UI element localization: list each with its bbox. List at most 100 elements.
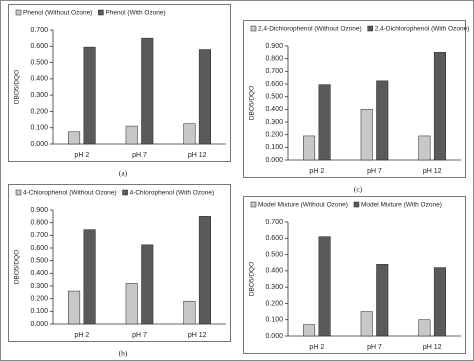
bar (376, 264, 389, 337)
legend-label: Phenol (With Ozone) (105, 10, 165, 17)
x-tick-label: pH 12 (423, 344, 442, 351)
bar (303, 135, 316, 161)
legend-swatch (250, 25, 257, 32)
bar (183, 300, 196, 325)
y-tick-label: 0.300 (265, 119, 283, 126)
x-tick-label: pH 12 (188, 332, 207, 339)
y-tick-label: 0.300 (265, 284, 283, 291)
y-tick-label: 0.500 (265, 251, 283, 258)
bar (125, 283, 138, 325)
panel-caption: (c) (354, 185, 363, 194)
y-tick-label: 0.500 (265, 94, 283, 101)
x-tick-label: pH 12 (188, 152, 207, 159)
bar (141, 37, 154, 145)
y-tick-label: 0.000 (265, 333, 283, 340)
y-tick-label: 0.900 (265, 43, 283, 50)
y-tick-label: 0.100 (265, 317, 283, 324)
y-tick-label: 0.000 (265, 157, 283, 164)
bar (318, 236, 331, 337)
y-tick-label: 0.300 (30, 92, 48, 99)
bar (418, 319, 431, 337)
legend-label: 4-Chlorophenol (Without Ozone) (23, 190, 117, 197)
y-tick-label: 0.100 (265, 144, 283, 151)
x-tick-label: pH 12 (423, 168, 442, 175)
y-tick-label: 0.600 (265, 81, 283, 88)
legend-swatch (122, 189, 128, 196)
bar (83, 46, 96, 145)
x-tick-label: pH 7 (132, 332, 147, 339)
y-tick-label: 0.400 (265, 268, 283, 275)
legend-swatch (15, 189, 22, 196)
y-tick-label: 0.700 (30, 232, 48, 239)
y-tick-label: 0.400 (265, 106, 283, 113)
bar (183, 123, 196, 145)
legend-swatch (98, 9, 104, 16)
y-tick-label: 0.600 (30, 245, 48, 252)
y-tick-label: 0.000 (30, 321, 48, 328)
legend-label: 4-Chlorophenol (With Ozone) (130, 190, 215, 197)
y-axis-label: DBO5/DQO (249, 86, 256, 120)
bar (360, 311, 373, 337)
chart-panel: Phenol (Without Ozone) Phenol (With Ozone… (8, 4, 231, 178)
bar (303, 324, 316, 337)
y-axis-label: DBO5/DQO (14, 250, 21, 284)
bar (376, 80, 389, 161)
panel-caption: (b) (119, 349, 128, 358)
y-axis-label: DBO5/DQO (249, 262, 256, 296)
y-tick-label: 0.200 (265, 132, 283, 139)
y-tick-label: 0.800 (265, 56, 283, 63)
y-tick-label: 0.700 (265, 219, 283, 226)
x-tick-label: pH 7 (367, 168, 382, 175)
bar (83, 229, 96, 325)
bar (433, 267, 446, 337)
legend-swatch (250, 201, 257, 208)
x-tick-label: pH 7 (132, 152, 147, 159)
chart-panel: 4-Chlorophenol (Without Ozone) 4-Chloroph… (8, 184, 231, 358)
y-tick-label: 0.000 (30, 141, 48, 148)
bar (68, 290, 81, 325)
y-tick-label: 0.700 (265, 68, 283, 75)
legend-label: Model Mixture (With Ozone) (361, 202, 442, 209)
bar (68, 131, 81, 145)
legend-swatch (353, 201, 360, 208)
x-tick-label: pH 7 (367, 344, 382, 351)
y-tick-label: 0.400 (30, 76, 48, 83)
bar (418, 135, 431, 161)
legend-label: 2,4-Dichlorophenol (Without Ozone) (258, 26, 362, 33)
x-tick-label: pH 2 (74, 332, 89, 339)
y-tick-label: 0.600 (30, 43, 48, 50)
legend-swatch (367, 25, 373, 32)
y-tick-label: 0.200 (30, 296, 48, 303)
x-tick-label: pH 2 (74, 152, 89, 159)
chart-panel: 2,4-Dichlorophenol (Without Ozone) 2,4-Di… (243, 20, 470, 194)
legend-label: Model Mixture (Without Ozone) (258, 202, 348, 209)
bar (198, 216, 211, 325)
y-tick-label: 0.700 (30, 27, 48, 34)
y-tick-label: 0.400 (30, 270, 48, 277)
y-axis-label: DBO5/DQO (14, 70, 21, 104)
y-tick-label: 0.200 (30, 108, 48, 115)
y-tick-label: 0.300 (30, 283, 48, 290)
y-tick-label: 0.800 (30, 220, 48, 227)
bar (433, 52, 446, 161)
y-tick-label: 0.900 (30, 207, 48, 214)
y-tick-label: 0.500 (30, 59, 48, 66)
y-tick-label: 0.600 (265, 235, 283, 242)
y-tick-label: 0.500 (30, 258, 48, 265)
x-tick-label: pH 2 (309, 344, 324, 351)
y-tick-label: 0.200 (265, 300, 283, 307)
bar (198, 49, 211, 145)
legend-label: Phenol (Without Ozone) (23, 10, 92, 17)
bar (125, 125, 138, 145)
bar (141, 244, 154, 325)
bar (360, 109, 373, 161)
y-tick-label: 0.100 (30, 308, 48, 315)
legend-label: 2,4-Dichlorophenol (With Ozone) (375, 26, 470, 33)
x-tick-label: pH 2 (309, 168, 324, 175)
bar (318, 84, 331, 161)
chart-panel: Model Mixture (Without Ozone) Model Mixtu… (243, 196, 466, 361)
legend-swatch (15, 9, 22, 16)
panel-caption: (a) (119, 169, 128, 178)
